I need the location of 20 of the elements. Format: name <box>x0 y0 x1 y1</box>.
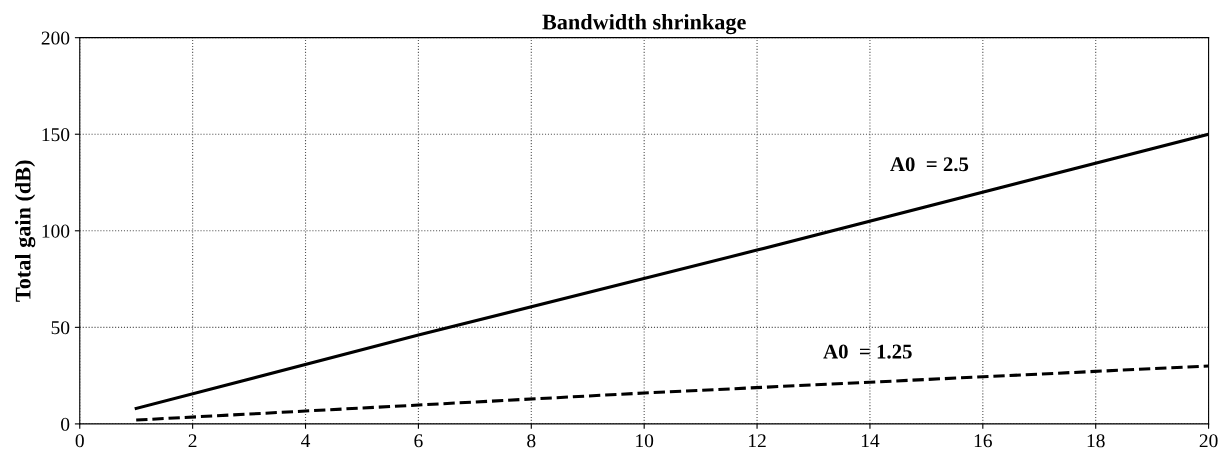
y-axis-title: Total gain (dB) <box>14 160 36 302</box>
y-tick-label: 0 <box>61 417 70 431</box>
x-tick-label: 2 <box>188 434 197 448</box>
x-tick-label: 4 <box>301 434 311 448</box>
y-tick-label: 150 <box>42 128 70 142</box>
x-tick-label: 20 <box>1199 434 1218 448</box>
series-label: A0 = 2.5 <box>890 157 969 172</box>
x-tick-label: 18 <box>1087 434 1105 448</box>
series-label: A0 = 1.25 <box>823 344 912 359</box>
x-tick-label: 0 <box>75 434 84 448</box>
y-tick-label: 200 <box>41 31 70 45</box>
x-tick-label: 14 <box>861 434 880 448</box>
chart-title: Bandwidth shrinkage <box>542 13 746 35</box>
x-tick-label: 8 <box>527 434 536 448</box>
y-tick-label: 50 <box>51 321 70 335</box>
x-tick-label: 16 <box>974 434 992 448</box>
x-tick-label: 12 <box>749 434 766 448</box>
x-tick-label: 6 <box>414 434 423 448</box>
x-tick-label: 10 <box>636 434 654 448</box>
y-tick-label: 100 <box>42 224 70 238</box>
